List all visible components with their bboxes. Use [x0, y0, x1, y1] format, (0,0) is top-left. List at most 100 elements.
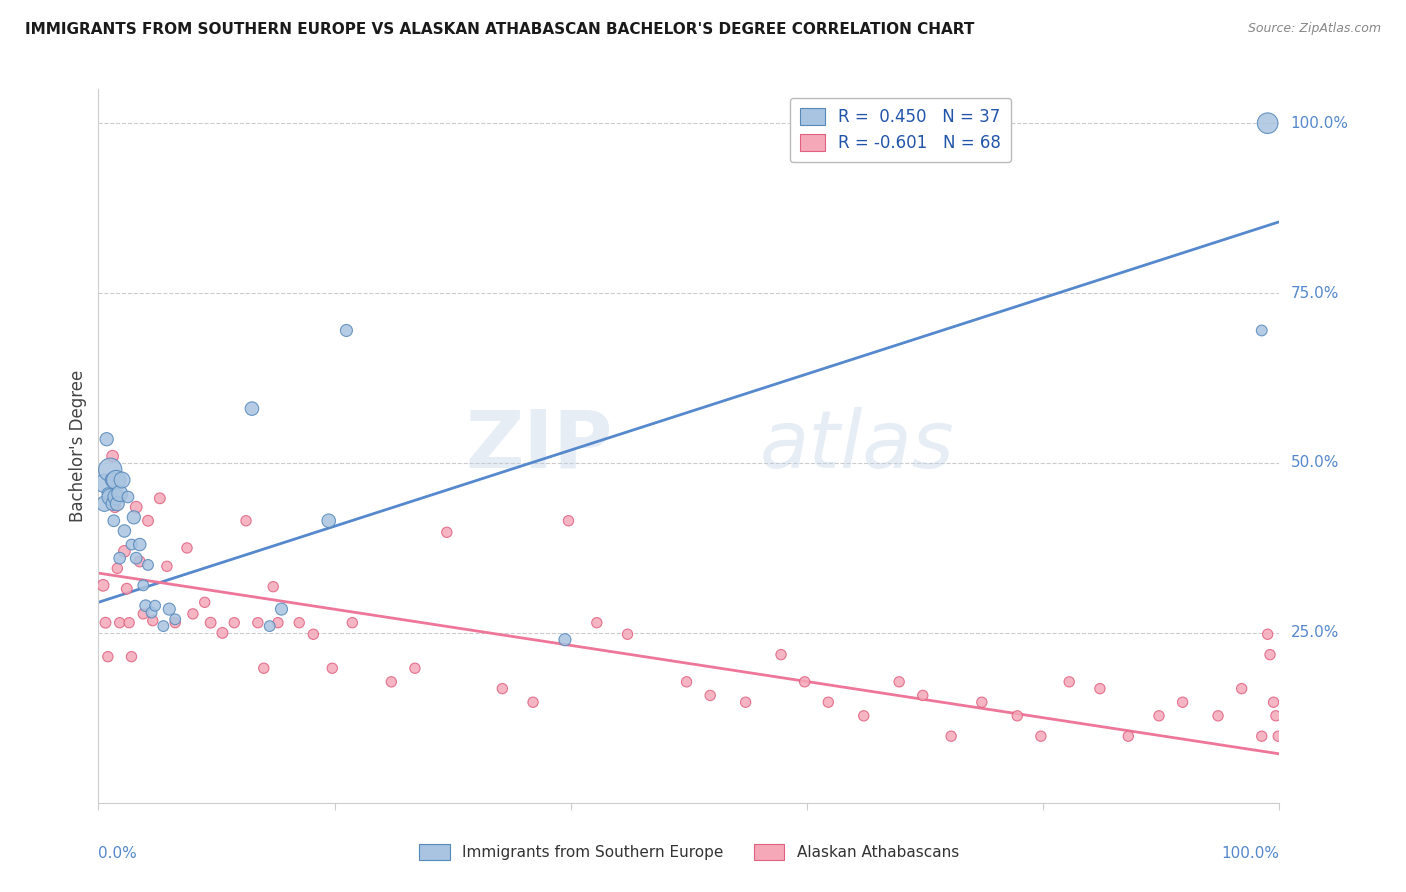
Point	[96, 432, 118, 446]
Text: IMMIGRANTS FROM SOUTHERN EUROPE VS ALASKAN ATHABASCAN BACHELOR'S DEGREE CORRELAT: IMMIGRANTS FROM SOUTHERN EUROPE VS ALASK…	[25, 22, 974, 37]
Point	[246, 615, 269, 630]
Point	[889, 674, 911, 689]
Text: 25.0%: 25.0%	[1291, 625, 1339, 640]
Point	[101, 449, 124, 463]
Point	[143, 599, 166, 613]
Point	[94, 615, 117, 630]
Point	[103, 514, 125, 528]
Point	[224, 615, 246, 630]
Text: atlas: atlas	[759, 407, 955, 485]
Point	[115, 582, 138, 596]
Point	[793, 674, 815, 689]
Point	[253, 661, 276, 675]
Point	[165, 615, 187, 630]
Text: 100.0%: 100.0%	[1291, 116, 1348, 131]
Point	[321, 661, 343, 675]
Point	[318, 514, 340, 528]
Point	[112, 524, 135, 538]
Point	[97, 649, 120, 664]
Point	[200, 615, 222, 630]
Point	[1088, 681, 1111, 696]
Point	[97, 486, 120, 500]
Point	[380, 674, 402, 689]
Point	[93, 497, 115, 511]
Text: 100.0%: 100.0%	[1222, 846, 1279, 861]
Point	[554, 632, 576, 647]
Point	[259, 619, 281, 633]
Point	[1116, 729, 1139, 743]
Point	[136, 558, 159, 572]
Point	[436, 525, 458, 540]
Point	[122, 510, 145, 524]
Point	[194, 595, 217, 609]
Point	[93, 476, 115, 491]
Point	[267, 615, 290, 630]
Point	[1230, 681, 1253, 696]
Point	[817, 695, 839, 709]
Point	[135, 599, 157, 613]
Point	[1057, 674, 1080, 689]
Text: ZIP: ZIP	[465, 407, 612, 485]
Point	[156, 559, 179, 574]
Point	[141, 606, 163, 620]
Point	[1250, 729, 1272, 743]
Point	[302, 627, 325, 641]
Point	[105, 561, 128, 575]
Point	[1264, 708, 1286, 723]
Y-axis label: Bachelor's Degree: Bachelor's Degree	[69, 370, 87, 522]
Point	[111, 473, 134, 487]
Point	[176, 541, 198, 555]
Point	[181, 607, 204, 621]
Point	[105, 473, 128, 487]
Point	[125, 500, 148, 515]
Point	[1257, 627, 1279, 641]
Point	[1250, 323, 1272, 337]
Point	[1007, 708, 1029, 723]
Point	[616, 627, 638, 641]
Point	[132, 578, 155, 592]
Point	[235, 514, 257, 528]
Point	[1171, 695, 1194, 709]
Point	[121, 537, 143, 551]
Point	[108, 615, 131, 630]
Point	[152, 619, 174, 633]
Point	[108, 551, 131, 566]
Point	[118, 615, 141, 630]
Point	[108, 486, 131, 500]
Point	[699, 689, 721, 703]
Point	[128, 537, 150, 551]
Point	[101, 497, 124, 511]
Point	[491, 681, 513, 696]
Point	[157, 602, 180, 616]
Point	[970, 695, 993, 709]
Point	[91, 578, 114, 592]
Point	[149, 491, 172, 506]
Point	[105, 490, 128, 504]
Point	[342, 615, 364, 630]
Point	[770, 648, 793, 662]
Text: 50.0%: 50.0%	[1291, 456, 1339, 470]
Point	[335, 323, 357, 337]
Point	[117, 490, 139, 504]
Point	[939, 729, 962, 743]
Point	[522, 695, 544, 709]
Text: 75.0%: 75.0%	[1291, 285, 1339, 301]
Point	[262, 580, 284, 594]
Point	[1029, 729, 1052, 743]
Point	[105, 497, 128, 511]
Point	[165, 612, 187, 626]
Point	[1267, 729, 1289, 743]
Point	[104, 500, 127, 515]
Point	[125, 551, 148, 566]
Point	[852, 708, 875, 723]
Text: 0.0%: 0.0%	[98, 846, 138, 861]
Point	[734, 695, 756, 709]
Point	[211, 626, 233, 640]
Point	[585, 615, 607, 630]
Point	[675, 674, 697, 689]
Point	[142, 614, 165, 628]
Point	[128, 555, 150, 569]
Point	[1257, 116, 1279, 130]
Point	[98, 490, 121, 504]
Point	[1263, 695, 1285, 709]
